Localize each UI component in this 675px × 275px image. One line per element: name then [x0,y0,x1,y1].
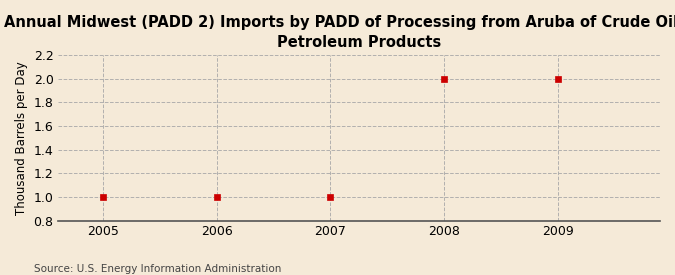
Title: Annual Midwest (PADD 2) Imports by PADD of Processing from Aruba of Crude Oil an: Annual Midwest (PADD 2) Imports by PADD … [4,15,675,50]
Y-axis label: Thousand Barrels per Day: Thousand Barrels per Day [15,61,28,215]
Text: Source: U.S. Energy Information Administration: Source: U.S. Energy Information Administ… [34,264,281,274]
